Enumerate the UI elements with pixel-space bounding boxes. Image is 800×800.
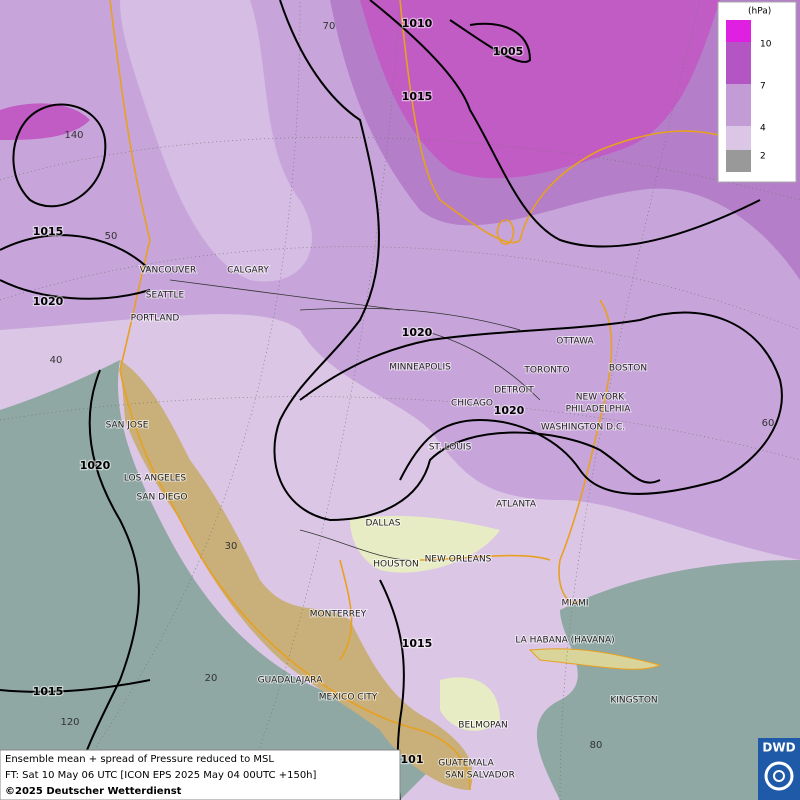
footer-line: ©2025 Deutscher Wetterdienst	[5, 786, 182, 797]
logo-icon	[764, 761, 794, 791]
isobar-label: 1015	[33, 225, 64, 238]
city-label: KINGSTON	[610, 696, 657, 706]
terrain-mexico	[120, 360, 473, 790]
isobar	[0, 234, 151, 300]
city-label: HOUSTON	[373, 560, 418, 570]
city-label: ST. LOUIS	[429, 443, 472, 453]
graticule-label: 50	[105, 231, 118, 242]
isobar-label: 1010	[402, 17, 433, 30]
city-label: LA HABANA (HAVANA)	[515, 636, 614, 646]
logo-icon	[773, 770, 785, 782]
city-label: DETROIT	[494, 386, 534, 396]
legend-swatch	[726, 42, 751, 84]
graticule-label: 70	[323, 21, 336, 32]
isobar-label: 1020	[402, 326, 433, 339]
legend-level: 2	[760, 152, 766, 162]
city-label: SAN DIEGO	[137, 493, 188, 503]
city-label: OTTAWA	[556, 337, 594, 347]
spread-zone-10-west	[0, 103, 90, 140]
isobar-label: 1020	[33, 295, 64, 308]
spread-zone-low	[120, 0, 312, 282]
legend-level: 7	[760, 82, 766, 92]
city-label: MONTERREY	[310, 610, 367, 620]
isobar-label: 1020	[494, 404, 525, 417]
city-label: MEXICO CITY	[319, 693, 378, 703]
footer-line: FT: Sat 10 May 06 UTC [ICON EPS 2025 May…	[5, 770, 317, 781]
city-label: PORTLAND	[131, 314, 180, 324]
city-label: GUATEMALA	[438, 759, 494, 769]
graticule-label: 30	[225, 541, 238, 552]
graticule-label: 140	[64, 130, 83, 141]
isobar-label: 1015	[402, 90, 433, 103]
legend-swatch	[726, 126, 751, 150]
footer-box	[0, 749, 401, 800]
spread-zone-10	[360, 0, 720, 179]
isobar-label: 1015	[33, 685, 64, 698]
borders	[169, 279, 541, 561]
isobar	[273, 0, 761, 522]
city-label: LOS ANGELES	[124, 474, 187, 484]
city-label: BELMOPAN	[458, 721, 507, 731]
city-label: NEW ORLEANS	[425, 555, 492, 565]
city-label: DALLAS	[365, 519, 400, 529]
legend-swatch	[726, 84, 751, 126]
city-label: BOSTON	[609, 364, 647, 374]
graticule-label: 120	[60, 717, 79, 728]
city-label: WASHINGTON D.C.	[541, 423, 625, 433]
graticule-label: 40	[50, 355, 63, 366]
footer-line: Ensemble mean + spread of Pressure reduc…	[5, 754, 274, 765]
isobar	[12, 103, 107, 208]
city-label: SAN JOSE	[106, 421, 149, 431]
graticule-label: 60	[762, 418, 775, 429]
city-label: SAN SALVADOR	[445, 771, 515, 781]
city-label: VANCOUVER	[140, 266, 197, 276]
isobar-label: 1015	[402, 637, 433, 650]
legend-level: 4	[760, 124, 766, 134]
isobar-label: 1005	[493, 45, 524, 58]
ocean-pacific	[0, 360, 440, 800]
city-label: TORONTO	[523, 366, 569, 376]
legend-unit: (hPa)	[748, 7, 771, 17]
legend-swatch	[726, 150, 751, 172]
city-label: PHILADELPHIA	[566, 405, 632, 415]
city-label: ATLANTA	[496, 500, 537, 510]
city-label: MINNEAPOLIS	[389, 363, 451, 373]
city-label: NEW YORK	[576, 393, 626, 403]
cuba	[528, 648, 662, 670]
logo: DWD	[762, 741, 795, 755]
legend-swatch	[726, 20, 751, 42]
city-label: MIAMI	[562, 599, 589, 609]
terrain-yucatan	[440, 677, 500, 731]
graticule-label: 80	[590, 740, 603, 751]
legend-level: 10	[760, 40, 772, 50]
city-label: GUADALAJARA	[258, 676, 324, 686]
isobar-label: 1020	[80, 459, 111, 472]
graticule-label: 20	[205, 673, 218, 684]
city-label: CHICAGO	[451, 399, 493, 409]
city-label: SEATTLE	[146, 291, 185, 301]
isobar	[299, 19, 783, 495]
ocean-caribbean	[536, 560, 800, 800]
isobar-label: 101	[401, 753, 424, 766]
city-label: CALGARY	[227, 266, 269, 276]
coastline	[109, 0, 761, 791]
